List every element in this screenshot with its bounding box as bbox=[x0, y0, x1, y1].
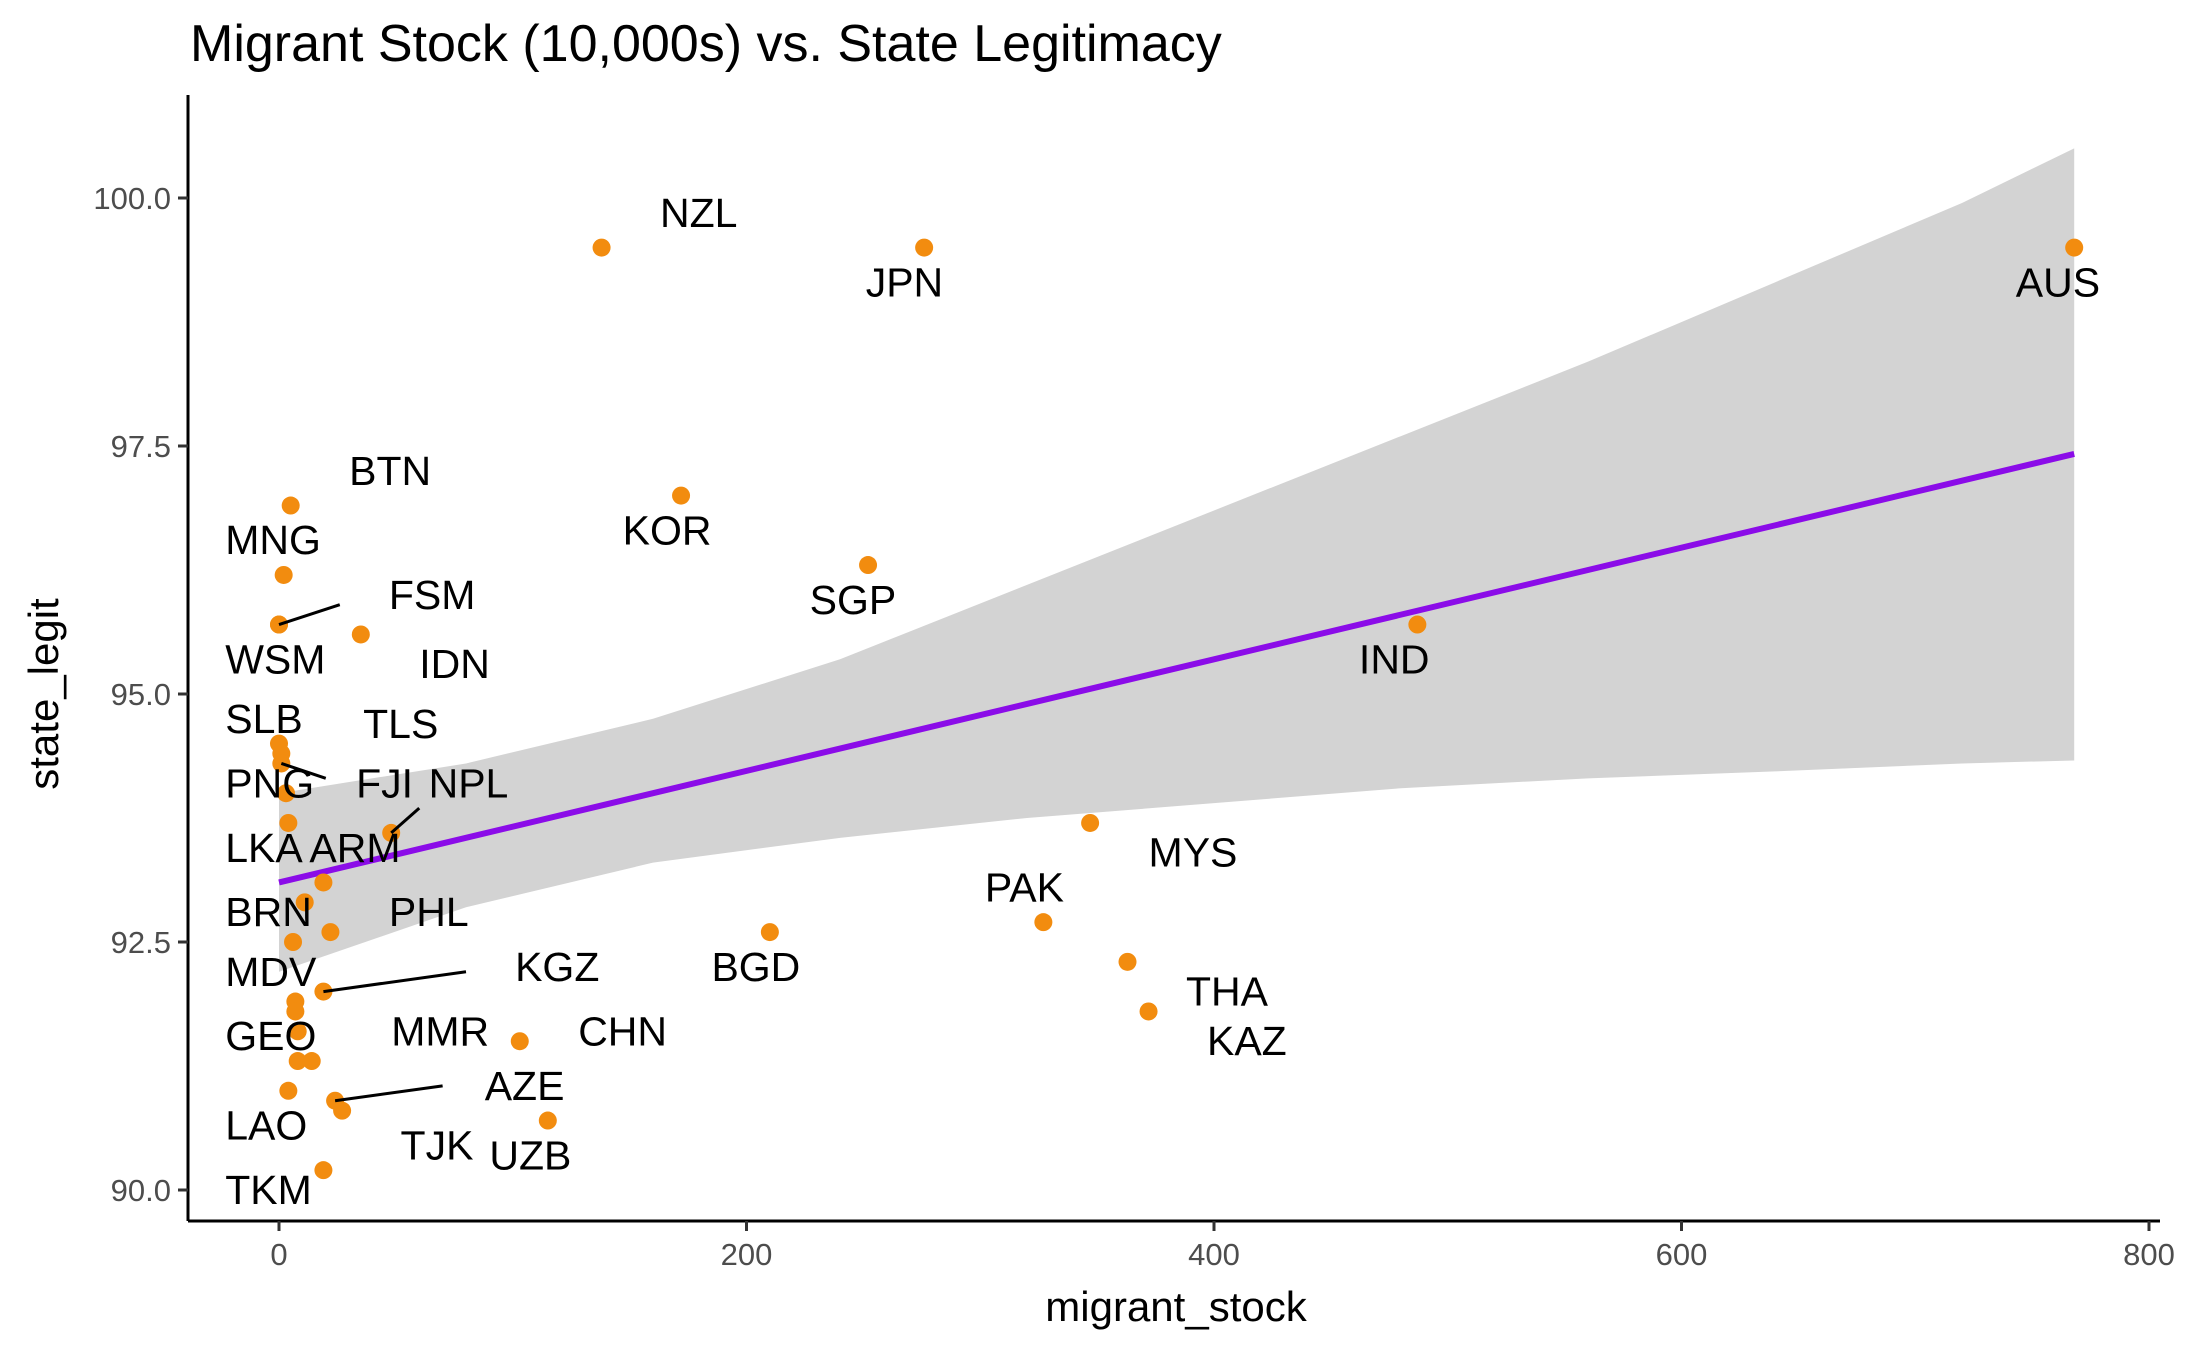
x-tick-label: 200 bbox=[721, 1237, 773, 1272]
data-point-kor bbox=[672, 486, 691, 505]
data-point-brn bbox=[295, 893, 314, 912]
data-point-uzb bbox=[538, 1111, 557, 1130]
leader-line bbox=[280, 762, 327, 780]
y-tick-label: 100.0 bbox=[93, 181, 171, 216]
data-point bbox=[302, 1052, 321, 1071]
data-point-bgd bbox=[760, 923, 779, 942]
point-label-kor: KOR bbox=[623, 507, 712, 553]
leader-lines-layer bbox=[278, 603, 467, 1103]
data-point-chn bbox=[510, 1032, 529, 1051]
data-point-mmr bbox=[286, 1002, 305, 1021]
data-point-nzl bbox=[592, 238, 611, 257]
point-label-ind: IND bbox=[1359, 636, 1430, 682]
x-axis-title: migrant_stock bbox=[1045, 1283, 1307, 1330]
point-label-idn: IDN bbox=[419, 641, 490, 687]
fit-line-layer bbox=[278, 451, 2075, 886]
leader-line bbox=[323, 970, 467, 994]
data-point-png bbox=[277, 784, 296, 803]
point-label-tls: TLS bbox=[363, 701, 438, 747]
data-point bbox=[288, 1022, 307, 1041]
data-point-tkm bbox=[314, 1161, 333, 1180]
data-point-aus bbox=[2065, 238, 2084, 257]
point-label-jpn: JPN bbox=[866, 259, 943, 305]
points-layer bbox=[270, 238, 2084, 1180]
x-tick-label: 0 bbox=[270, 1237, 287, 1272]
axes-layer: 0 200 400 600 800 90.0 92.5 95.0 97.5 100.0 bbox=[93, 95, 2175, 1272]
point-label-aus: AUS bbox=[2016, 259, 2100, 305]
point-label-brn: BRN bbox=[225, 889, 312, 935]
point-label-mys: MYS bbox=[1149, 830, 1238, 876]
point-label-tkm: TKM bbox=[225, 1167, 312, 1213]
point-label-tha: THA bbox=[1186, 969, 1269, 1015]
data-point-mdv bbox=[284, 933, 303, 951]
point-label-tjk: TJK bbox=[401, 1122, 474, 1168]
point-label-mng: MNG bbox=[225, 517, 321, 563]
data-point-jpn bbox=[915, 238, 934, 257]
y-tick-label: 92.5 bbox=[111, 925, 171, 960]
point-label-aze: AZE bbox=[485, 1063, 565, 1109]
point-label-geo: GEO bbox=[225, 1013, 316, 1059]
point-label-fsm: FSM bbox=[389, 572, 476, 618]
data-point-pak bbox=[1034, 913, 1053, 932]
regression-fit-line bbox=[278, 451, 2075, 886]
leader-line bbox=[278, 603, 341, 626]
point-label-lka: LKA bbox=[225, 825, 303, 871]
y-tick-label: 90.0 bbox=[111, 1173, 171, 1208]
point-label-mmr: MMR bbox=[391, 1008, 489, 1054]
point-label-kaz: KAZ bbox=[1207, 1018, 1287, 1064]
confidence-band-layer bbox=[279, 148, 2075, 972]
point-label-kgz: KGZ bbox=[515, 944, 599, 990]
data-point-mys bbox=[1081, 813, 1100, 832]
y-axis-title: state_legit bbox=[20, 598, 67, 790]
point-label-png: PNG bbox=[225, 760, 314, 806]
confidence-band bbox=[279, 148, 2075, 972]
point-label-wsm: WSM bbox=[225, 636, 325, 682]
data-point-ind bbox=[1408, 615, 1427, 634]
point-label-slb: SLB bbox=[225, 696, 302, 742]
y-tick-label: 95.0 bbox=[111, 677, 171, 712]
data-point-tha bbox=[1118, 952, 1137, 971]
point-label-chn: CHN bbox=[578, 1008, 667, 1054]
data-point-tjk bbox=[333, 1101, 352, 1120]
data-point bbox=[288, 1052, 307, 1071]
point-label-npl: NPL bbox=[429, 760, 509, 806]
point-label-uzb: UZB bbox=[489, 1132, 571, 1178]
point-label-nzl: NZL bbox=[660, 190, 737, 236]
point-label-fji: FJI bbox=[356, 760, 413, 806]
point-label-sgp: SGP bbox=[810, 577, 897, 623]
point-label-phl: PHL bbox=[389, 889, 469, 935]
x-tick-label: 600 bbox=[1656, 1237, 1708, 1272]
point-labels-layer: NZL JPN AUS BTN KOR MNG SGP FSM IDN WSM IND SLB TLS F… bbox=[225, 190, 2100, 1213]
leader-line bbox=[390, 806, 421, 835]
y-tick-label: 97.5 bbox=[111, 429, 171, 464]
data-point-arm bbox=[314, 873, 333, 892]
x-tick-label: 400 bbox=[1188, 1237, 1240, 1272]
point-label-btn: BTN bbox=[349, 448, 431, 494]
point-label-mdv: MDV bbox=[225, 949, 317, 995]
x-tick-label: 800 bbox=[2123, 1237, 2175, 1272]
data-point-btn bbox=[281, 496, 300, 515]
point-label-arm: ARM bbox=[309, 825, 400, 871]
point-label-pak: PAK bbox=[985, 864, 1064, 910]
data-point-kaz bbox=[1139, 1002, 1158, 1021]
data-point-lka bbox=[279, 813, 298, 832]
data-point-lao bbox=[279, 1081, 298, 1100]
chart-title: Migrant Stock (10,000s) vs. State Legiti… bbox=[190, 15, 1222, 73]
data-point-phl bbox=[321, 923, 340, 942]
point-label-bgd: BGD bbox=[711, 944, 800, 990]
data-point-mng bbox=[274, 565, 293, 584]
leader-line bbox=[334, 1084, 443, 1103]
data-point-sgp bbox=[859, 556, 878, 575]
data-point-idn bbox=[351, 625, 370, 644]
point-label-lao: LAO bbox=[225, 1103, 307, 1149]
